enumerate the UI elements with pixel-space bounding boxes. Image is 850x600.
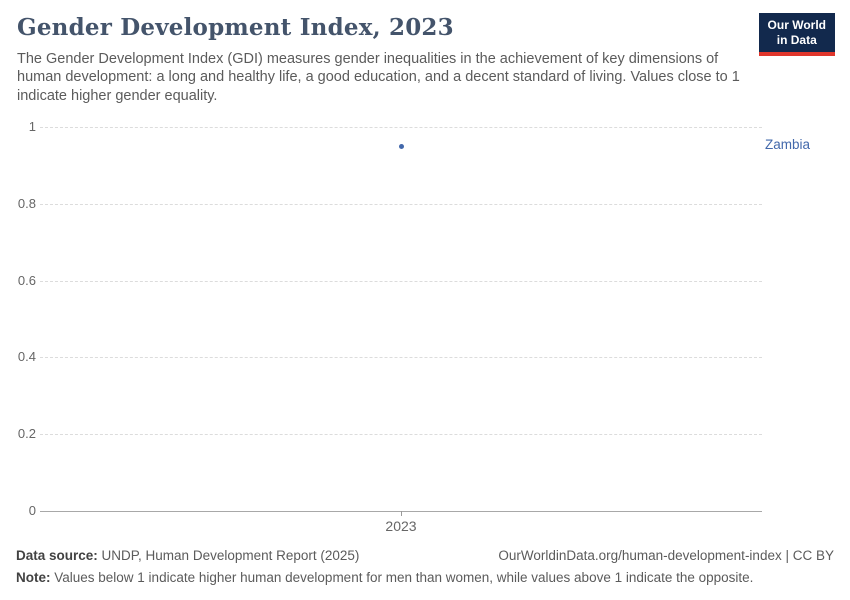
gridline <box>40 280 762 282</box>
note-line: Note: Values below 1 indicate higher hum… <box>16 570 834 585</box>
y-tick-label: 0 <box>28 503 36 518</box>
chart-header: Gender Development Index, 2023 The Gende… <box>17 14 747 105</box>
data-source-text: UNDP, Human Development Report (2025) <box>97 548 360 563</box>
gridline <box>40 434 762 436</box>
owid-logo[interactable]: Our World in Data <box>758 13 835 56</box>
chart-footer: Data source: UNDP, Human Development Rep… <box>16 548 834 585</box>
owid-logo-line1: Our World <box>767 18 826 32</box>
license-text: | CC BY <box>781 548 834 563</box>
x-tick-mark <box>401 511 402 516</box>
note-text: Values below 1 indicate higher human dev… <box>50 570 754 585</box>
gridline <box>40 203 762 205</box>
y-tick-label: 1 <box>28 119 36 134</box>
gridline <box>40 357 762 359</box>
data-source-line: Data source: UNDP, Human Development Rep… <box>16 548 359 563</box>
data-point-zambia[interactable] <box>398 143 404 149</box>
chart-title: Gender Development Index, 2023 <box>17 14 454 41</box>
y-tick-label: 0.8 <box>17 195 36 211</box>
owid-logo-line2: in Data <box>776 33 817 47</box>
attribution-line: OurWorldinData.org/human-development-ind… <box>498 548 834 563</box>
y-tick-label: 0.6 <box>17 272 36 288</box>
y-tick-label: 0.4 <box>17 349 36 365</box>
data-source-label: Data source: <box>16 548 98 563</box>
chart-subtitle: The Gender Development Index (GDI) measu… <box>17 51 740 104</box>
gridline <box>40 127 762 128</box>
owid-url-link[interactable]: OurWorldinData.org/human-development-ind… <box>498 548 782 563</box>
x-tick-label: 2023 <box>385 518 417 534</box>
y-tick-label: 0.2 <box>17 426 36 442</box>
note-label: Note: <box>16 570 51 585</box>
entity-label-zambia[interactable]: Zambia <box>765 137 811 153</box>
